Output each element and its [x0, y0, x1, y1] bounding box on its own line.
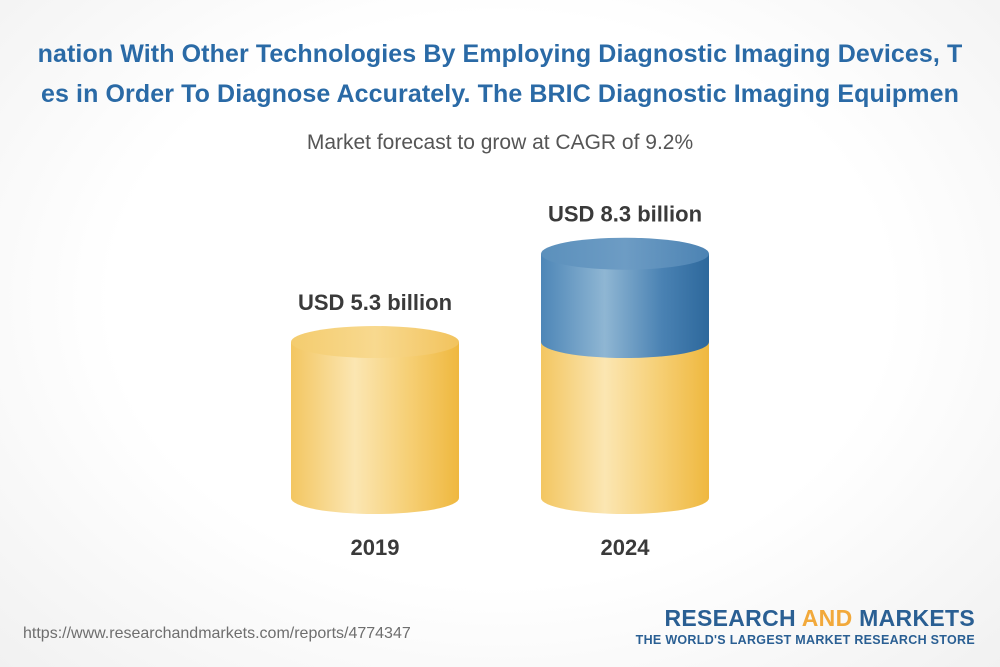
- brand-name: RESEARCH AND MARKETS: [636, 605, 975, 631]
- chart-title-line-2: es in Order To Diagnose Accurately. The …: [0, 80, 1000, 120]
- brand-tagline: THE WORLD'S LARGEST MARKET RESEARCH STOR…: [635, 633, 975, 647]
- value-label-2019: USD 5.3 billion: [298, 290, 452, 315]
- chart-subtitle: Market forecast to grow at CAGR of 9.2%: [306, 131, 694, 154]
- bar-2024: [541, 237, 709, 514]
- chart-title-line-1-text: nation With Other Technologies By Employ…: [37, 40, 963, 68]
- bar-2019: [291, 326, 459, 514]
- chart-title-line-2-text: es in Order To Diagnose Accurately. The …: [40, 80, 959, 108]
- bar-growth-segment-2024: [541, 253, 709, 359]
- bar-base-segment-2024: [541, 342, 709, 514]
- value-label-2024: USD 8.3 billion: [548, 202, 702, 227]
- brand-name-accent: AND: [801, 605, 853, 631]
- brand-name-part-1: RESEARCH: [664, 605, 802, 631]
- bar-body-2019: [291, 342, 459, 514]
- category-label-2024: 2024: [601, 535, 651, 560]
- category-label-2019: 2019: [351, 535, 400, 560]
- chart-title-line-1: nation With Other Technologies By Employ…: [0, 40, 1000, 80]
- source-url[interactable]: https://www.researchandmarkets.com/repor…: [23, 625, 411, 642]
- bar-top-2019: [291, 326, 459, 359]
- brand-logo: RESEARCH AND MARKETS THE WORLD'S LARGEST…: [636, 605, 975, 647]
- bar-top-2024: [541, 237, 709, 270]
- brand-name-part-3: MARKETS: [852, 605, 975, 631]
